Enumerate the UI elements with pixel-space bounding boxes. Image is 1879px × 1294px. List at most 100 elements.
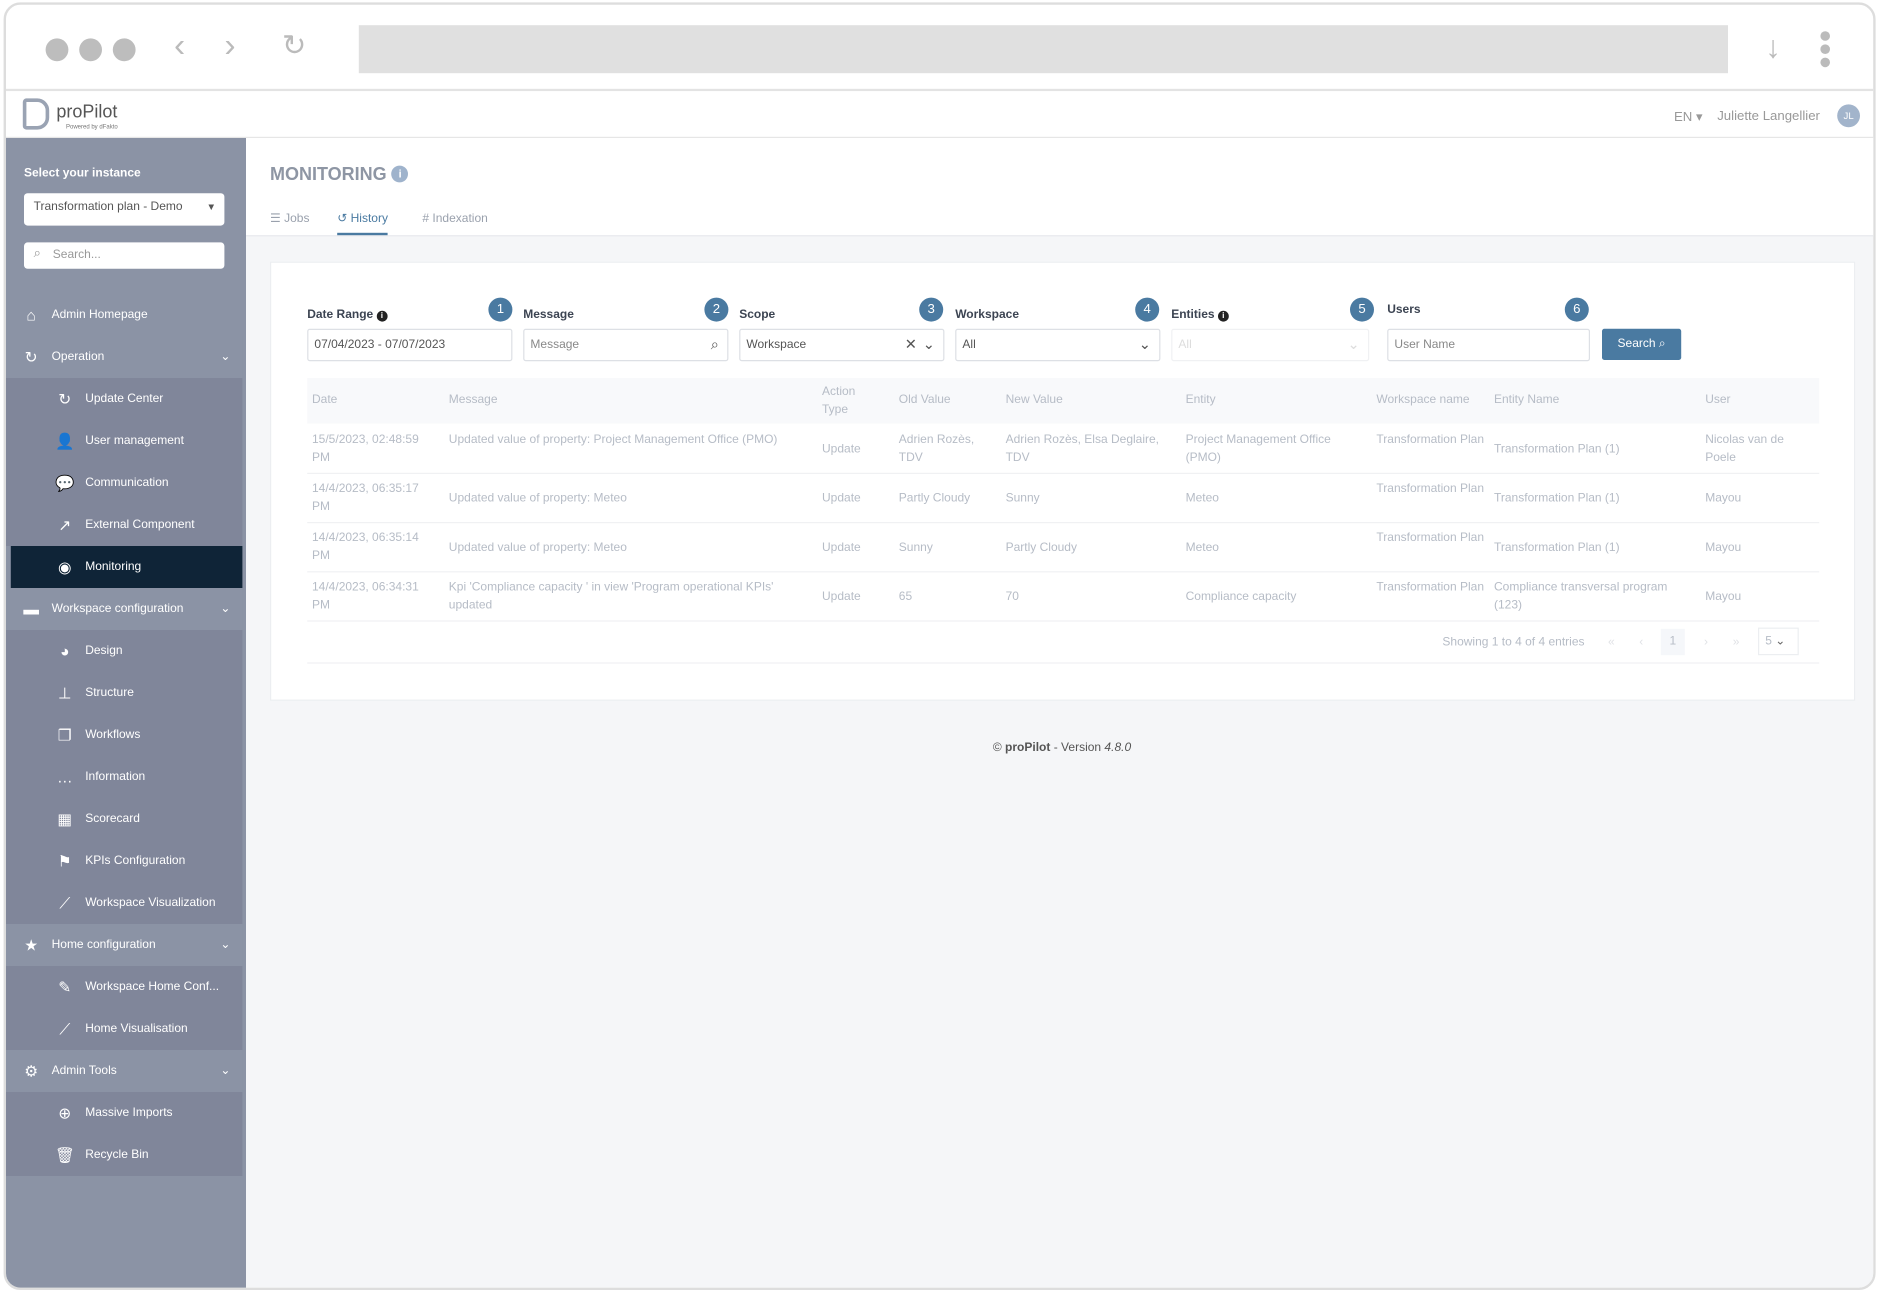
reload-icon[interactable]: ↻ [282, 30, 307, 63]
table-row[interactable]: 14/4/2023, 06:35:14 PM Updated value of p… [307, 523, 1820, 573]
sidebar-item-external-component[interactable]: ↗ External Component [6, 504, 243, 546]
instance-select[interactable]: Transformation plan - Demo ▼ [24, 193, 225, 226]
info-icon[interactable]: i [376, 310, 388, 322]
sidebar-item-label: Workspace Visualization [85, 896, 216, 910]
sidebar-item-label: Operation [51, 350, 105, 364]
chevron-down-icon: ⌄ [220, 1064, 231, 1078]
sidebar-item-workspace-visualization[interactable]: ⟋ Workspace Visualization [6, 882, 243, 925]
back-icon[interactable]: ‹ [174, 26, 186, 64]
sidebar-item-label: Home Visualisation [85, 1022, 188, 1036]
info-icon[interactable]: i [391, 165, 409, 183]
column-header[interactable]: Entity [1185, 393, 1216, 407]
caret-down-icon: ▼ [206, 201, 217, 213]
column-header[interactable]: Action Type [822, 385, 856, 417]
table-cell: Transformation Plan [1376, 531, 1485, 545]
table-cell: Partly Cloudy [1005, 541, 1077, 555]
window-maximize-dot[interactable] [112, 38, 136, 62]
avatar[interactable]: JL [1837, 104, 1861, 128]
sidebar-item-workspace-home-conf[interactable]: ✎ Workspace Home Conf... [6, 966, 243, 1009]
chevron-down-icon: ⌄ [220, 602, 231, 616]
sidebar-item-information[interactable]: … Information [6, 756, 243, 799]
chevron-down-icon: ⌄ [1138, 336, 1151, 353]
sidebar-item-label: Admin Homepage [51, 308, 148, 322]
table-row[interactable]: 14/4/2023, 06:35:17 PM Updated value of p… [307, 474, 1820, 524]
first-page-button[interactable]: « [1608, 636, 1615, 650]
sidebar-item-kpis-configuration[interactable]: ⚑ KPIs Configuration [6, 840, 243, 883]
date-range-input[interactable]: 07/04/2023 - 07/07/2023 [307, 328, 513, 362]
users-label: Users [1387, 303, 1421, 317]
sidebar-item-workspace-configuration[interactable]: ▬ Workspace configuration ⌄ [6, 588, 243, 630]
download-circle-icon: ⊕ [58, 1103, 72, 1122]
workspace-select[interactable]: All ⌄ [955, 328, 1161, 362]
table-cell: Partly Cloudy [898, 492, 971, 506]
sidebar-item-home-configuration[interactable]: ★ Home configuration ⌄ [6, 924, 243, 967]
next-page-button[interactable]: › [1704, 636, 1709, 650]
sitemap-icon: ⊥ [57, 683, 72, 702]
column-header[interactable]: Message [448, 393, 498, 407]
table-cell: Update [822, 541, 861, 555]
sidebar-item-operation[interactable]: ↻ Operation ⌄ [6, 336, 243, 378]
forward-icon[interactable]: › [224, 26, 236, 64]
comment-dots-icon: … [57, 768, 73, 787]
sidebar-item-design[interactable]: ◕ Design [6, 630, 243, 672]
table-cell: Transformation Plan (1) [1494, 442, 1620, 457]
table-row[interactable]: 15/5/2023, 02:48:59 PM Updated value of p… [307, 425, 1820, 475]
message-label: Message [523, 308, 574, 322]
column-header[interactable]: Old Value [898, 393, 951, 407]
column-header[interactable]: Entity Name [1494, 393, 1560, 407]
address-bar[interactable] [358, 25, 1729, 74]
message-input[interactable]: Message ⌕ [523, 328, 729, 362]
table-row[interactable]: 14/4/2023, 06:34:31 PM Kpi 'Compliance ca… [307, 572, 1820, 622]
step-badge: 1 [488, 297, 513, 322]
table-cell: Transformation Plan [1376, 482, 1485, 496]
sidebar-item-massive-imports[interactable]: ⊕ Massive Imports [6, 1092, 243, 1134]
column-header[interactable]: Workspace name [1376, 393, 1470, 407]
logo-icon [22, 98, 50, 130]
sidebar-item-workflows[interactable]: ❐ Workflows [6, 714, 243, 756]
scope-select[interactable]: Workspace ✕ ⌄ [739, 328, 945, 362]
users-input[interactable]: User Name [1387, 328, 1591, 362]
language-selector[interactable]: EN ▾ [1674, 110, 1703, 125]
sidebar-item-communication[interactable]: 💬 Communication [6, 462, 243, 505]
date-range-label: Date Range i [307, 308, 388, 322]
sidebar-item-monitoring[interactable]: ◉ Monitoring [10, 546, 243, 588]
last-page-button[interactable]: » [1732, 636, 1740, 650]
browser-menu-icon[interactable] [1820, 31, 1831, 68]
column-header[interactable]: Date [312, 393, 338, 407]
tab-history[interactable]: ↺ History [337, 212, 388, 236]
clear-icon[interactable]: ✕ [904, 336, 917, 353]
search-button[interactable]: Search ⌕ [1602, 328, 1682, 360]
sidebar-item-scorecard[interactable]: ▦ Scorecard [6, 798, 243, 841]
main-content: MONITORING i ☰ Jobs ↺ History # Indexati… [246, 138, 1874, 1288]
sidebar-item-home-visualisation[interactable]: ⟋ Home Visualisation [6, 1008, 243, 1050]
sidebar-search-input[interactable]: ⌕ Search... [24, 242, 225, 269]
sidebar-item-user-management[interactable]: 👤 User management [6, 420, 243, 463]
user-name[interactable]: Juliette Langellier [1717, 109, 1820, 124]
sidebar-item-update-center[interactable]: ↻ Update Center [6, 378, 243, 421]
chart-line-icon: ⟋ [59, 1019, 71, 1038]
tab-jobs[interactable]: ☰ Jobs [270, 212, 310, 226]
page-size-select[interactable]: 5 ⌄ [1758, 627, 1799, 656]
sidebar-item-admin-tools[interactable]: ⚙ Admin Tools ⌄ [6, 1050, 243, 1092]
window-minimize-dot[interactable] [79, 38, 103, 62]
workspace-label: Workspace [955, 308, 1020, 322]
chevron-down-icon: ⌄ [220, 938, 231, 952]
download-icon[interactable]: ↓ [1765, 28, 1781, 65]
column-header[interactable]: New Value [1005, 393, 1063, 407]
home-icon: ⌂ [26, 306, 36, 324]
history-card: Date Range i 1 07/04/2023 - 07/07/2023 M… [270, 261, 1856, 701]
edit-icon: ✎ [58, 977, 72, 996]
prev-page-button[interactable]: ‹ [1639, 636, 1644, 650]
sidebar-item-admin-homepage[interactable]: ⌂ Admin Homepage [6, 294, 242, 336]
refresh-icon: ↻ [24, 347, 38, 366]
sidebar-item-label: Communication [85, 476, 169, 490]
page-1-button[interactable]: 1 [1660, 628, 1685, 656]
info-icon[interactable]: i [1217, 310, 1229, 322]
window-close-dot[interactable] [45, 38, 69, 62]
sidebar-item-recycle-bin[interactable]: 🗑 Recycle Bin [6, 1134, 243, 1176]
instance-label: Select your instance [24, 166, 141, 180]
sidebar-item-structure[interactable]: ⊥ Structure [6, 672, 243, 714]
column-header[interactable]: User [1705, 393, 1731, 407]
refresh-icon: ↻ [58, 389, 72, 408]
tab-indexation[interactable]: # Indexation [422, 212, 488, 226]
